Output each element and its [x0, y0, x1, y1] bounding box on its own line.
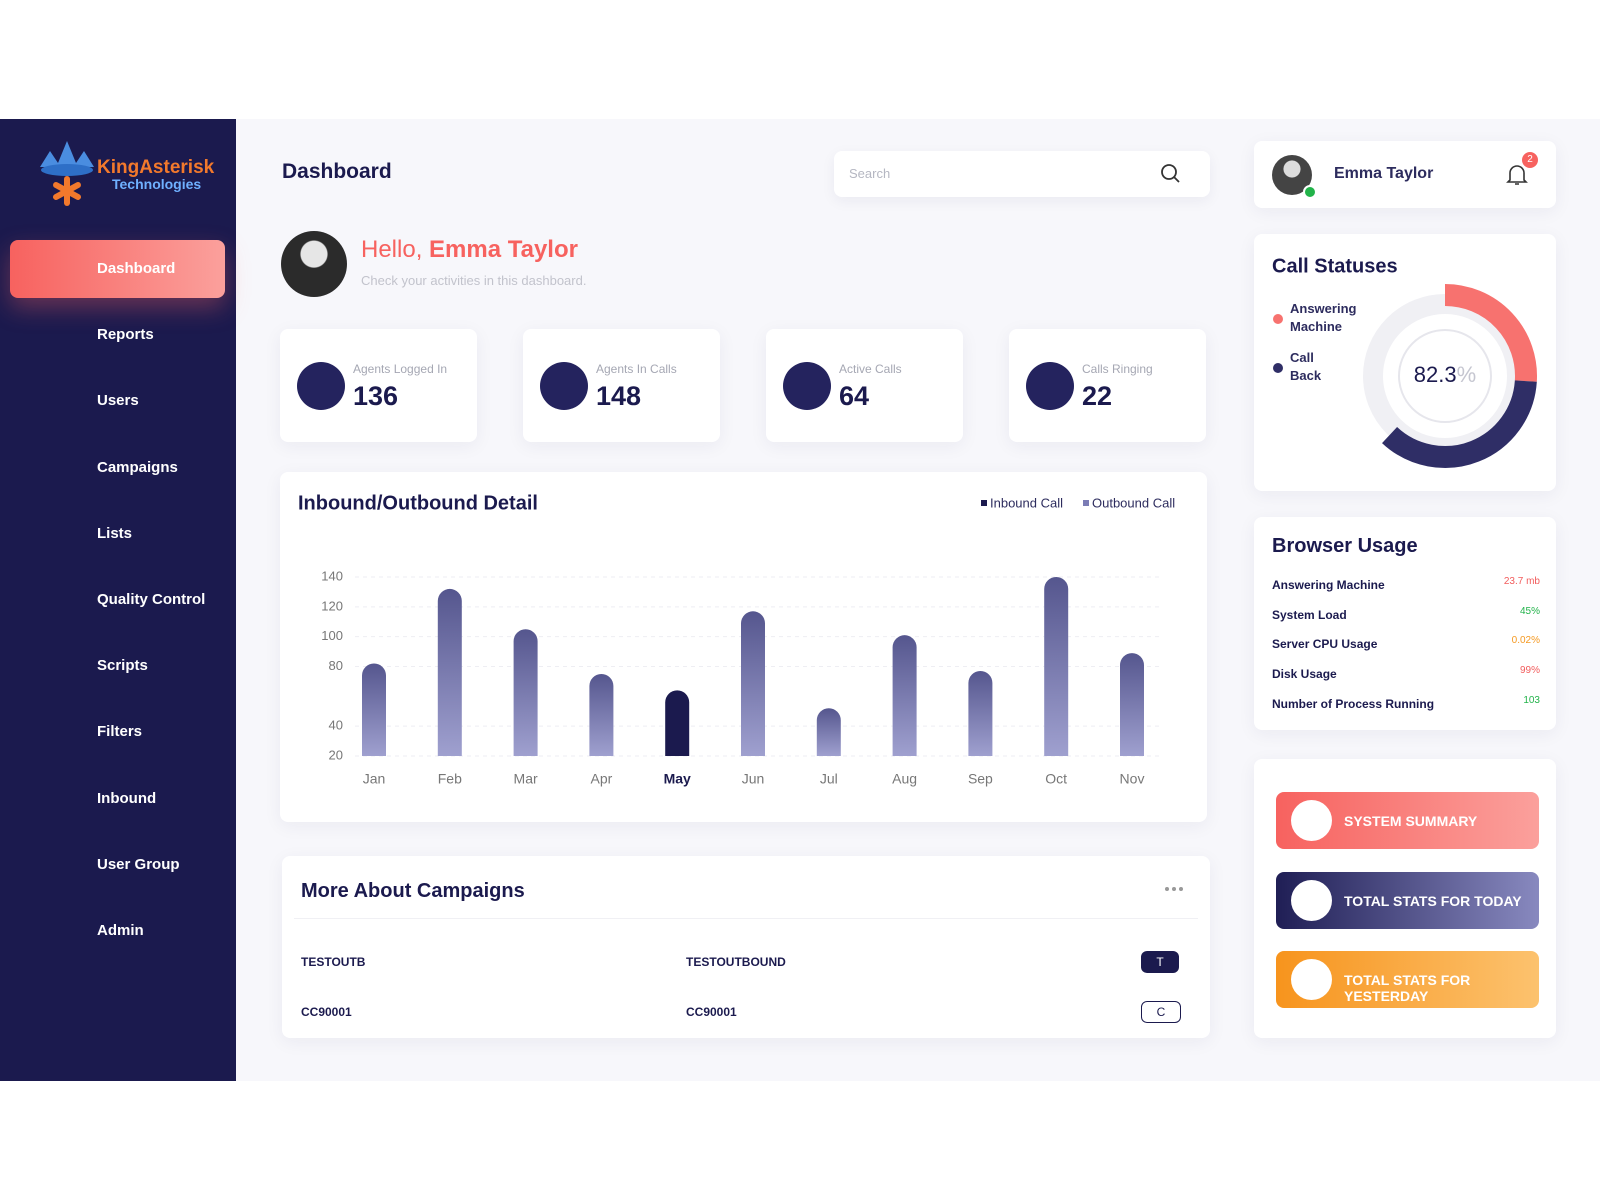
- menu-label: Dashboard: [97, 260, 176, 277]
- menu-item[interactable]: Users: [10, 372, 225, 430]
- search-box[interactable]: Search: [834, 151, 1210, 197]
- stat-card: Agents In Calls 148: [523, 329, 720, 442]
- action-button[interactable]: SYSTEM SUMMARY: [1276, 792, 1539, 849]
- menu-item[interactable]: Campaigns: [10, 439, 225, 497]
- stat-card: Agents Logged In 136: [280, 329, 477, 442]
- browser-card: Browser Usage: [1254, 517, 1556, 730]
- stat-value: 148: [596, 381, 642, 411]
- user-name: Emma Taylor: [1334, 165, 1434, 182]
- browser-title: Browser Usage: [1272, 535, 1418, 557]
- campaign-cell: CC90001: [301, 1005, 352, 1019]
- brand: KingAsterisk: [97, 157, 215, 178]
- menu-label: Inbound: [97, 789, 157, 807]
- usage-value: 0.02%: [1511, 635, 1540, 647]
- logo-icon: [40, 141, 94, 206]
- action-label: TOTAL STATS FOR TODAY: [1344, 892, 1522, 909]
- campaigns-title: More About Campaigns: [301, 880, 525, 902]
- usage-label: System Load: [1272, 607, 1347, 622]
- stat-icon: [783, 362, 831, 410]
- menu-item[interactable]: Filters: [10, 703, 225, 761]
- action-icon: [1291, 879, 1332, 921]
- action-label: TOTAL STATS FOR YESTERDAY: [1344, 972, 1471, 1004]
- greeting-subtitle: Check your activities in this dashboard.: [361, 273, 587, 288]
- sidebar: KingAsterisk Technologies Dashboard Repor…: [0, 119, 236, 1081]
- menu-label: Scripts: [97, 657, 148, 675]
- stat-label: Active Calls: [839, 362, 902, 376]
- usage-label: Number of Process Running: [1272, 696, 1435, 711]
- menu-item[interactable]: Reports: [10, 306, 225, 364]
- stat-value: 64: [839, 381, 870, 411]
- notification-badge: 2: [1522, 152, 1538, 168]
- usage-value: 23.7 mb: [1503, 576, 1540, 587]
- menu-item[interactable]: Quality Control: [10, 571, 225, 629]
- action-label: SYSTEM SUMMARY: [1344, 813, 1478, 829]
- search-icon: [1161, 164, 1180, 183]
- action-button[interactable]: TOTAL STATS FOR YESTERDAY: [1276, 951, 1539, 1008]
- stat-value: 136: [353, 381, 399, 411]
- stat-icon: [540, 362, 588, 410]
- menu-label: Admin: [97, 922, 144, 939]
- greeting-name: Emma Taylor: [429, 236, 578, 263]
- menu-label: Quality Control: [97, 591, 206, 608]
- search-placeholder: Search: [849, 166, 891, 181]
- call-status-card: [1254, 234, 1556, 491]
- stat-icon: [297, 362, 345, 410]
- menu-item[interactable]: Scripts: [10, 637, 225, 695]
- menu-label: Reports: [97, 326, 154, 344]
- campaign-cell: TESTOUTBOUND: [686, 955, 786, 969]
- usage-value: 103: [1523, 694, 1540, 706]
- greeting-hello: Hello,: [361, 236, 423, 263]
- usage-label: Answering Machine: [1272, 578, 1385, 592]
- menu-item[interactable]: Lists: [10, 505, 225, 563]
- menu-label: Campaigns: [97, 458, 178, 476]
- menu-label: User Group: [97, 855, 180, 873]
- usage-value: 45%: [1519, 605, 1540, 617]
- page-title: Dashboard: [282, 160, 392, 183]
- action-button[interactable]: TOTAL STATS FOR TODAY: [1276, 871, 1539, 929]
- greeting: Hello, Emma Taylor: [361, 236, 578, 264]
- campaigns-card: More About Campaigns: [282, 856, 1210, 1038]
- menu-label: Users: [97, 392, 139, 410]
- chart-card: [280, 472, 1207, 822]
- user-card: Emma Taylor 2: [1254, 141, 1556, 208]
- divider: [294, 918, 1198, 919]
- bell-icon[interactable]: [1506, 163, 1528, 187]
- action-icon: [1291, 800, 1332, 841]
- stat-label: Agents In Calls: [596, 362, 677, 376]
- menu-item[interactable]: Dashboard: [10, 240, 225, 298]
- brand-sub: Technologies: [112, 176, 202, 192]
- stat-label: Calls Ringing: [1082, 362, 1153, 376]
- menu-label: Lists: [97, 524, 133, 542]
- greeting-avatar: [281, 231, 347, 297]
- campaign-badge[interactable]: C: [1141, 1001, 1181, 1023]
- usage-label: Server CPU Usage: [1272, 637, 1378, 652]
- menu-item[interactable]: Admin: [10, 902, 225, 960]
- more-icon[interactable]: [1164, 886, 1184, 892]
- menu-item[interactable]: User Group: [10, 836, 225, 894]
- usage-label: Disk Usage: [1272, 667, 1337, 682]
- stat-value: 22: [1082, 381, 1113, 411]
- stat-icon: [1026, 362, 1074, 410]
- usage-value: 99%: [1519, 665, 1540, 677]
- online-dot: [1303, 185, 1317, 199]
- stat-card: Active Calls 64: [766, 329, 963, 442]
- menu-item[interactable]: Inbound: [10, 770, 225, 828]
- menu-label: Filters: [97, 723, 143, 741]
- campaign-cell: CC90001: [686, 1005, 737, 1019]
- action-icon: [1291, 959, 1332, 1000]
- stat-label: Agents Logged In: [353, 362, 448, 376]
- campaign-cell: TESTOUTB: [301, 955, 366, 969]
- stat-card: Calls Ringing 22: [1009, 329, 1206, 442]
- campaign-badge[interactable]: T: [1141, 951, 1179, 973]
